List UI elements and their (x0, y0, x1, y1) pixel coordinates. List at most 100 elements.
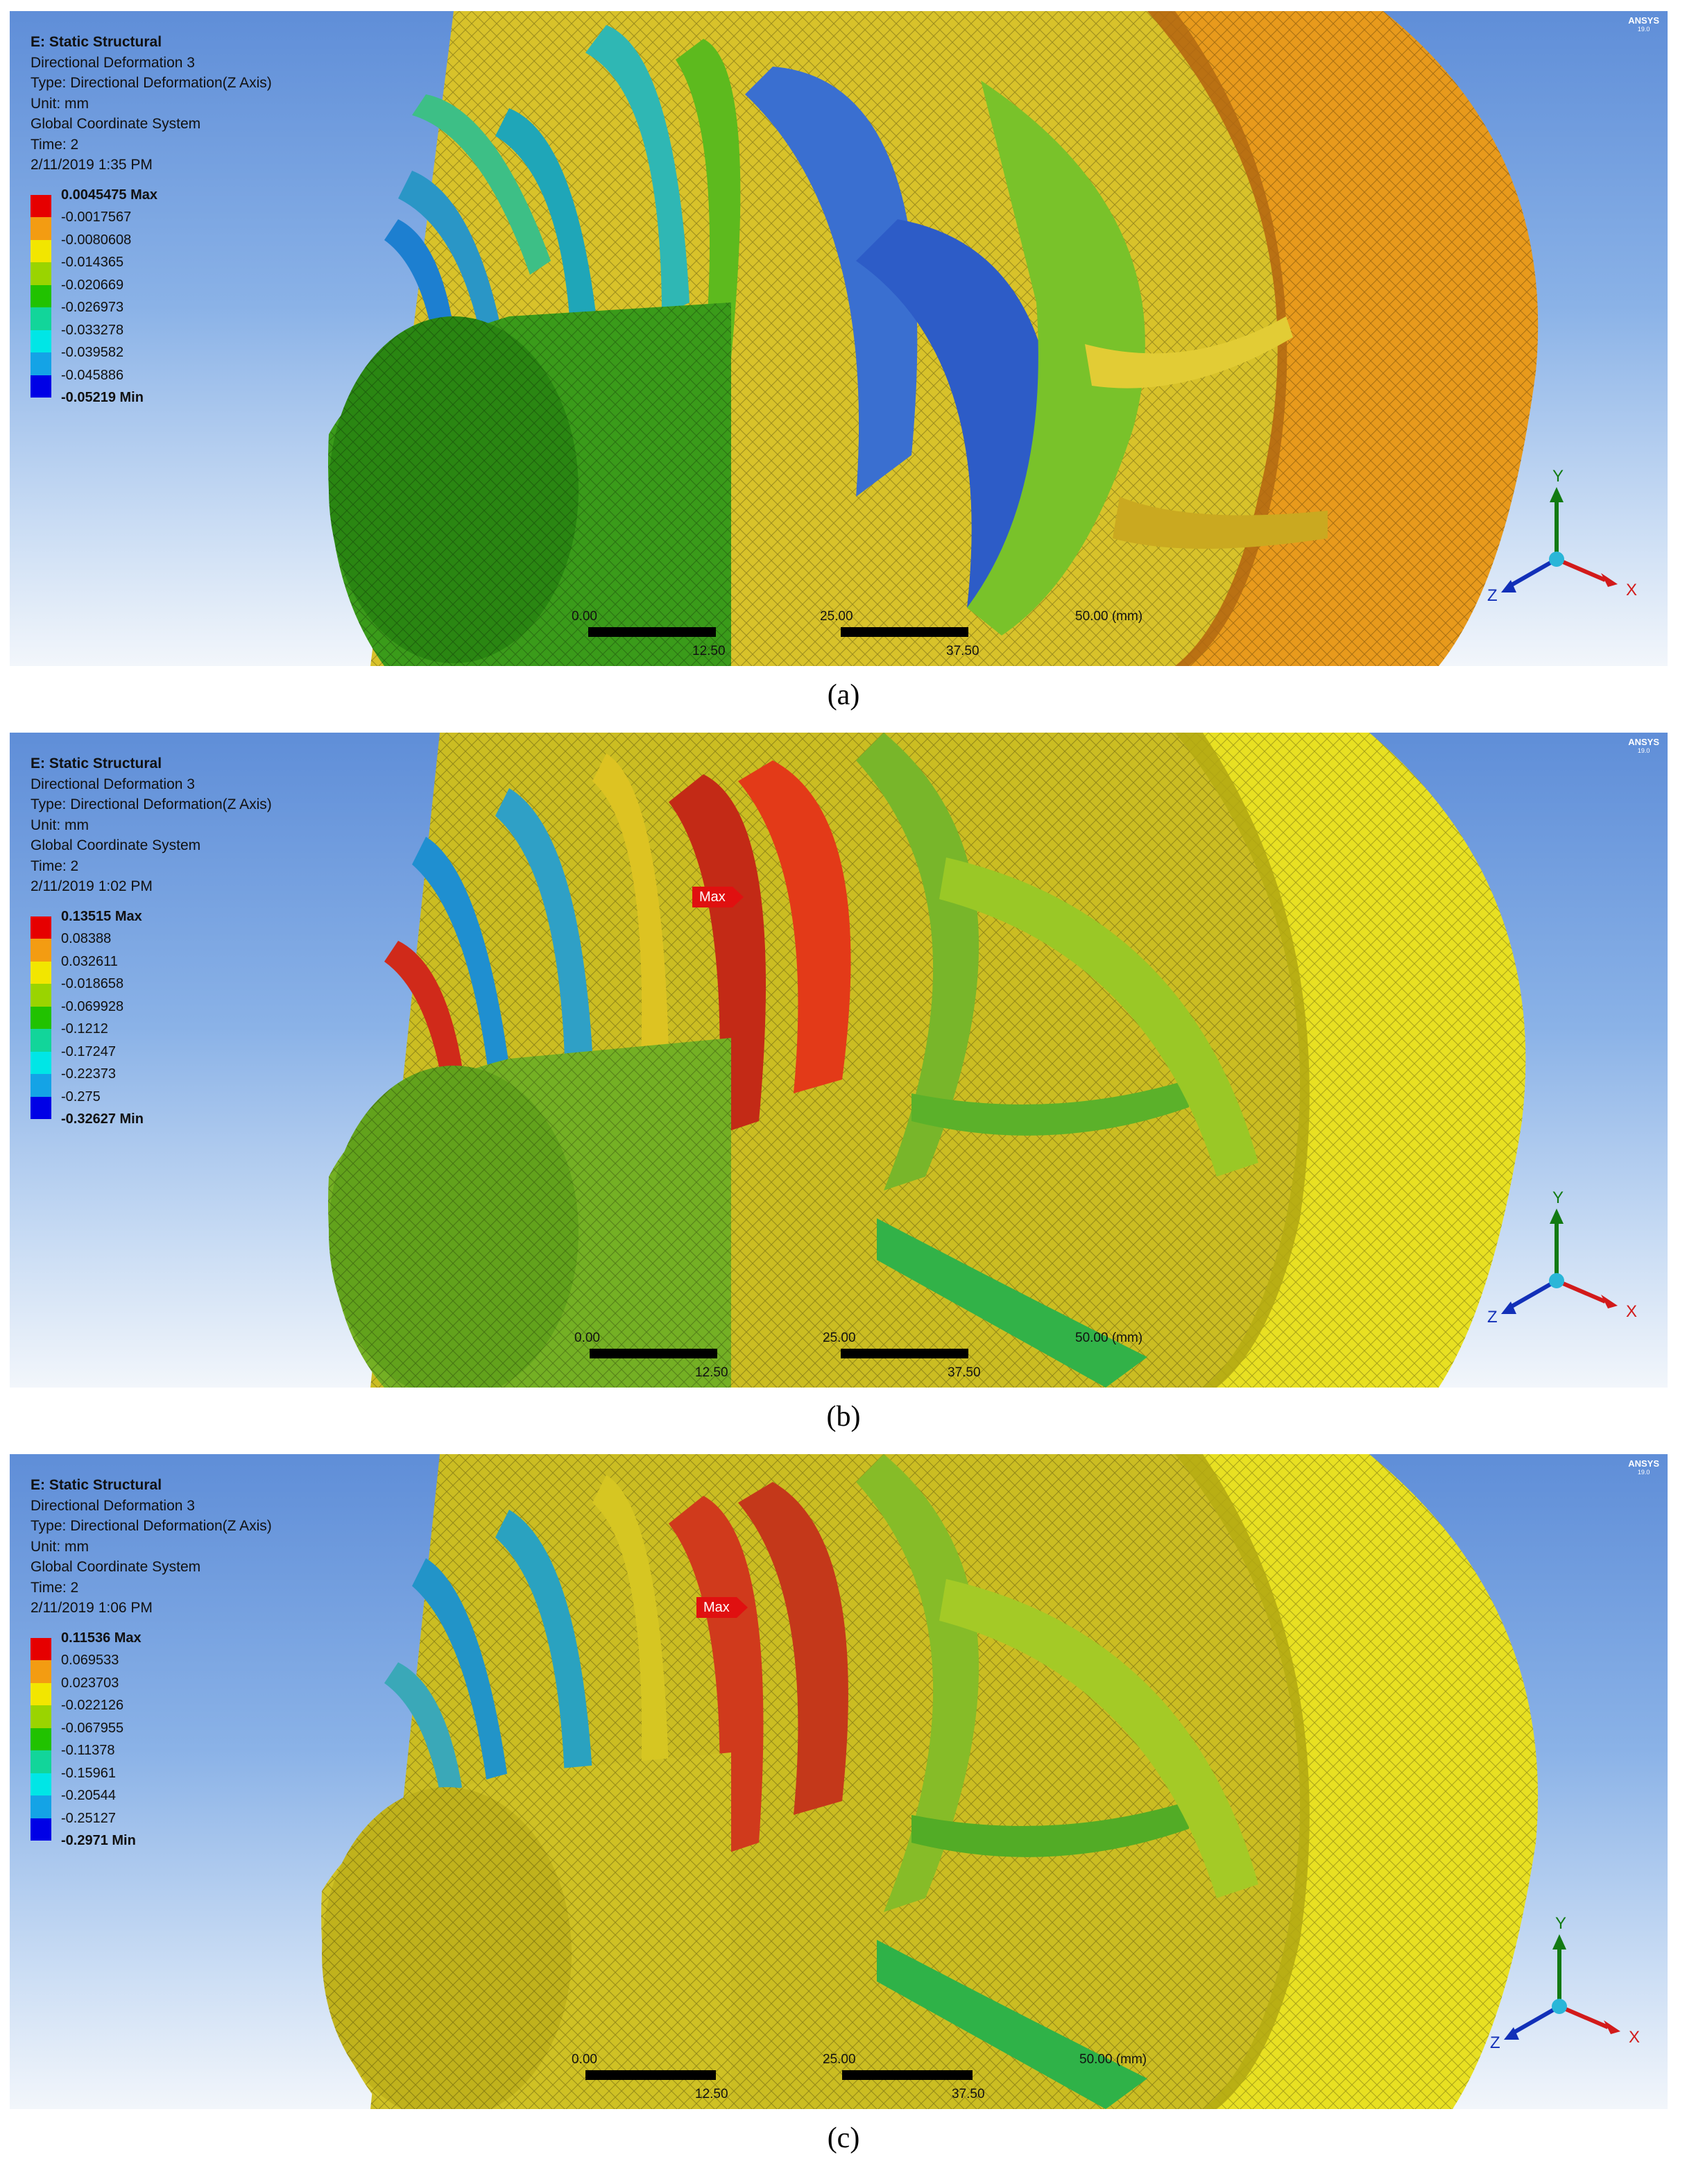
result-name: Directional Deformation 3 (31, 1497, 195, 1514)
ruler-label: 0.00 (574, 1331, 600, 1345)
scale-level: -0.022126 (61, 1698, 124, 1713)
blade (1113, 497, 1328, 549)
scale-swatch (31, 239, 51, 262)
result-type: Type: Directional Deformation(Z Axis) (31, 1518, 272, 1534)
blade (745, 67, 918, 497)
scale-swatch (31, 961, 51, 984)
analysis-title: E: Static Structural (31, 756, 162, 771)
axis-z-label: Z (1487, 586, 1498, 605)
blade (738, 760, 851, 1093)
ruler-bar (841, 1349, 968, 1358)
axis-triad[interactable]: Y X Z (1466, 1184, 1640, 1343)
ruler-label: 0.00 (572, 609, 597, 624)
ruler-bar (590, 1349, 717, 1358)
scale-level: -0.17247 (61, 1043, 116, 1059)
blade (911, 1080, 1189, 1136)
scale-swatch (31, 1682, 51, 1705)
analysis-title: E: Static Structural (31, 1477, 162, 1493)
scale-level: -0.045886 (61, 367, 124, 383)
scale-swatch (31, 1705, 51, 1728)
ruler-label: 12.50 (695, 2087, 728, 2101)
scale-level: -0.033278 (61, 322, 124, 338)
scale-min: -0.05219 Min (61, 389, 144, 405)
result-viewport-c[interactable]: E: Static Structural Directional Deforma… (10, 1454, 1668, 2109)
blade (669, 774, 766, 1135)
scale-swatch (31, 1750, 51, 1773)
axis-x-label: X (1629, 2028, 1640, 2047)
ruler-label: 50.00 (mm) (1079, 2052, 1147, 2067)
color-scale[interactable]: 0.0045475 Max -0.0017567 -0.0080608 -0.0… (31, 187, 391, 405)
result-legend: E: Static Structural Directional Deforma… (31, 753, 391, 1127)
blade (856, 733, 979, 1191)
result-date: 2/11/2019 1:06 PM (31, 1600, 153, 1616)
impeller-model-a[interactable] (10, 11, 1668, 666)
result-name: Directional Deformation 3 (31, 776, 195, 792)
result-name: Directional Deformation 3 (31, 54, 195, 71)
analysis-title: E: Static Structural (31, 34, 162, 50)
ruler-label: 37.50 (948, 1365, 981, 1380)
ansys-logo: ANSYS 19.0 (1628, 15, 1659, 33)
ruler-bar (588, 627, 716, 637)
ruler-label: 12.50 (695, 1365, 728, 1380)
blade (856, 1454, 979, 1912)
scale-swatch (31, 262, 51, 285)
scale-swatch (31, 1660, 51, 1683)
ansys-logo: ANSYS 19.0 (1628, 1458, 1659, 1476)
ruler-label: 12.50 (692, 644, 726, 658)
scale-swatch (31, 916, 51, 939)
scale-swatch (31, 352, 51, 375)
result-type: Type: Directional Deformation(Z Axis) (31, 75, 272, 91)
scale-level: -0.026973 (61, 300, 124, 315)
scale-level: -0.039582 (61, 345, 124, 360)
coordinate-system: Global Coordinate System (31, 116, 201, 132)
scale-swatch (31, 984, 51, 1007)
scale-swatch (31, 330, 51, 352)
result-viewport-a[interactable]: E: Static Structural Directional Deforma… (10, 11, 1668, 666)
max-probe-label[interactable]: Max (692, 887, 744, 907)
scale-swatch (31, 194, 51, 217)
caption-a: (a) (827, 679, 860, 711)
axis-triad[interactable]: Y X Z (1469, 1909, 1643, 2069)
scale-swatch (31, 1051, 51, 1074)
color-scale[interactable]: 0.13515 Max 0.08388 0.032611 -0.018658 -… (31, 909, 391, 1127)
impeller-model-b[interactable] (10, 733, 1668, 1388)
blade (939, 1579, 1258, 1898)
scale-swatch (31, 375, 51, 398)
ruler-label: 50.00 (mm) (1075, 609, 1143, 624)
color-scale[interactable]: 0.11536 Max 0.069533 0.023703 -0.022126 … (31, 1630, 391, 1848)
scale-level: -0.020669 (61, 277, 124, 293)
scale-swatch (31, 284, 51, 307)
scale-level: -0.22373 (61, 1066, 116, 1082)
blade (495, 788, 592, 1059)
blade (676, 39, 741, 372)
scale-swatch (31, 1727, 51, 1750)
result-viewport-b[interactable]: E: Static Structural Directional Deforma… (10, 733, 1668, 1388)
scale-swatch (31, 217, 51, 240)
max-probe-label[interactable]: Max (696, 1597, 748, 1618)
scale-level: -0.0080608 (61, 232, 132, 248)
scale-level: -0.1212 (61, 1021, 108, 1036)
scale-level: -0.014365 (61, 255, 124, 270)
blade (877, 1218, 1147, 1388)
result-unit: Unit: mm (31, 817, 89, 833)
impeller-model-c[interactable] (10, 1454, 1668, 2109)
axis-y-label: Y (1552, 467, 1564, 486)
result-date: 2/11/2019 1:02 PM (31, 878, 153, 894)
ruler-label: 25.00 (823, 2052, 856, 2067)
blade (877, 1940, 1147, 2109)
axis-triad[interactable]: Y X Z (1466, 462, 1640, 622)
scale-swatch (31, 1773, 51, 1795)
scale-swatch (31, 1096, 51, 1119)
scale-level: 0.023703 (61, 1675, 119, 1691)
axis-z-label: Z (1490, 2033, 1500, 2052)
result-type: Type: Directional Deformation(Z Axis) (31, 796, 272, 812)
scale-max: 0.11536 Max (61, 1630, 142, 1646)
scale-swatch (31, 1818, 51, 1841)
coordinate-system: Global Coordinate System (31, 1559, 201, 1575)
blade (856, 219, 1058, 608)
blade (592, 753, 669, 1059)
axis-y-label: Y (1552, 1188, 1564, 1207)
result-unit: Unit: mm (31, 95, 89, 112)
scale-swatch (31, 1006, 51, 1029)
blade (495, 1510, 592, 1780)
